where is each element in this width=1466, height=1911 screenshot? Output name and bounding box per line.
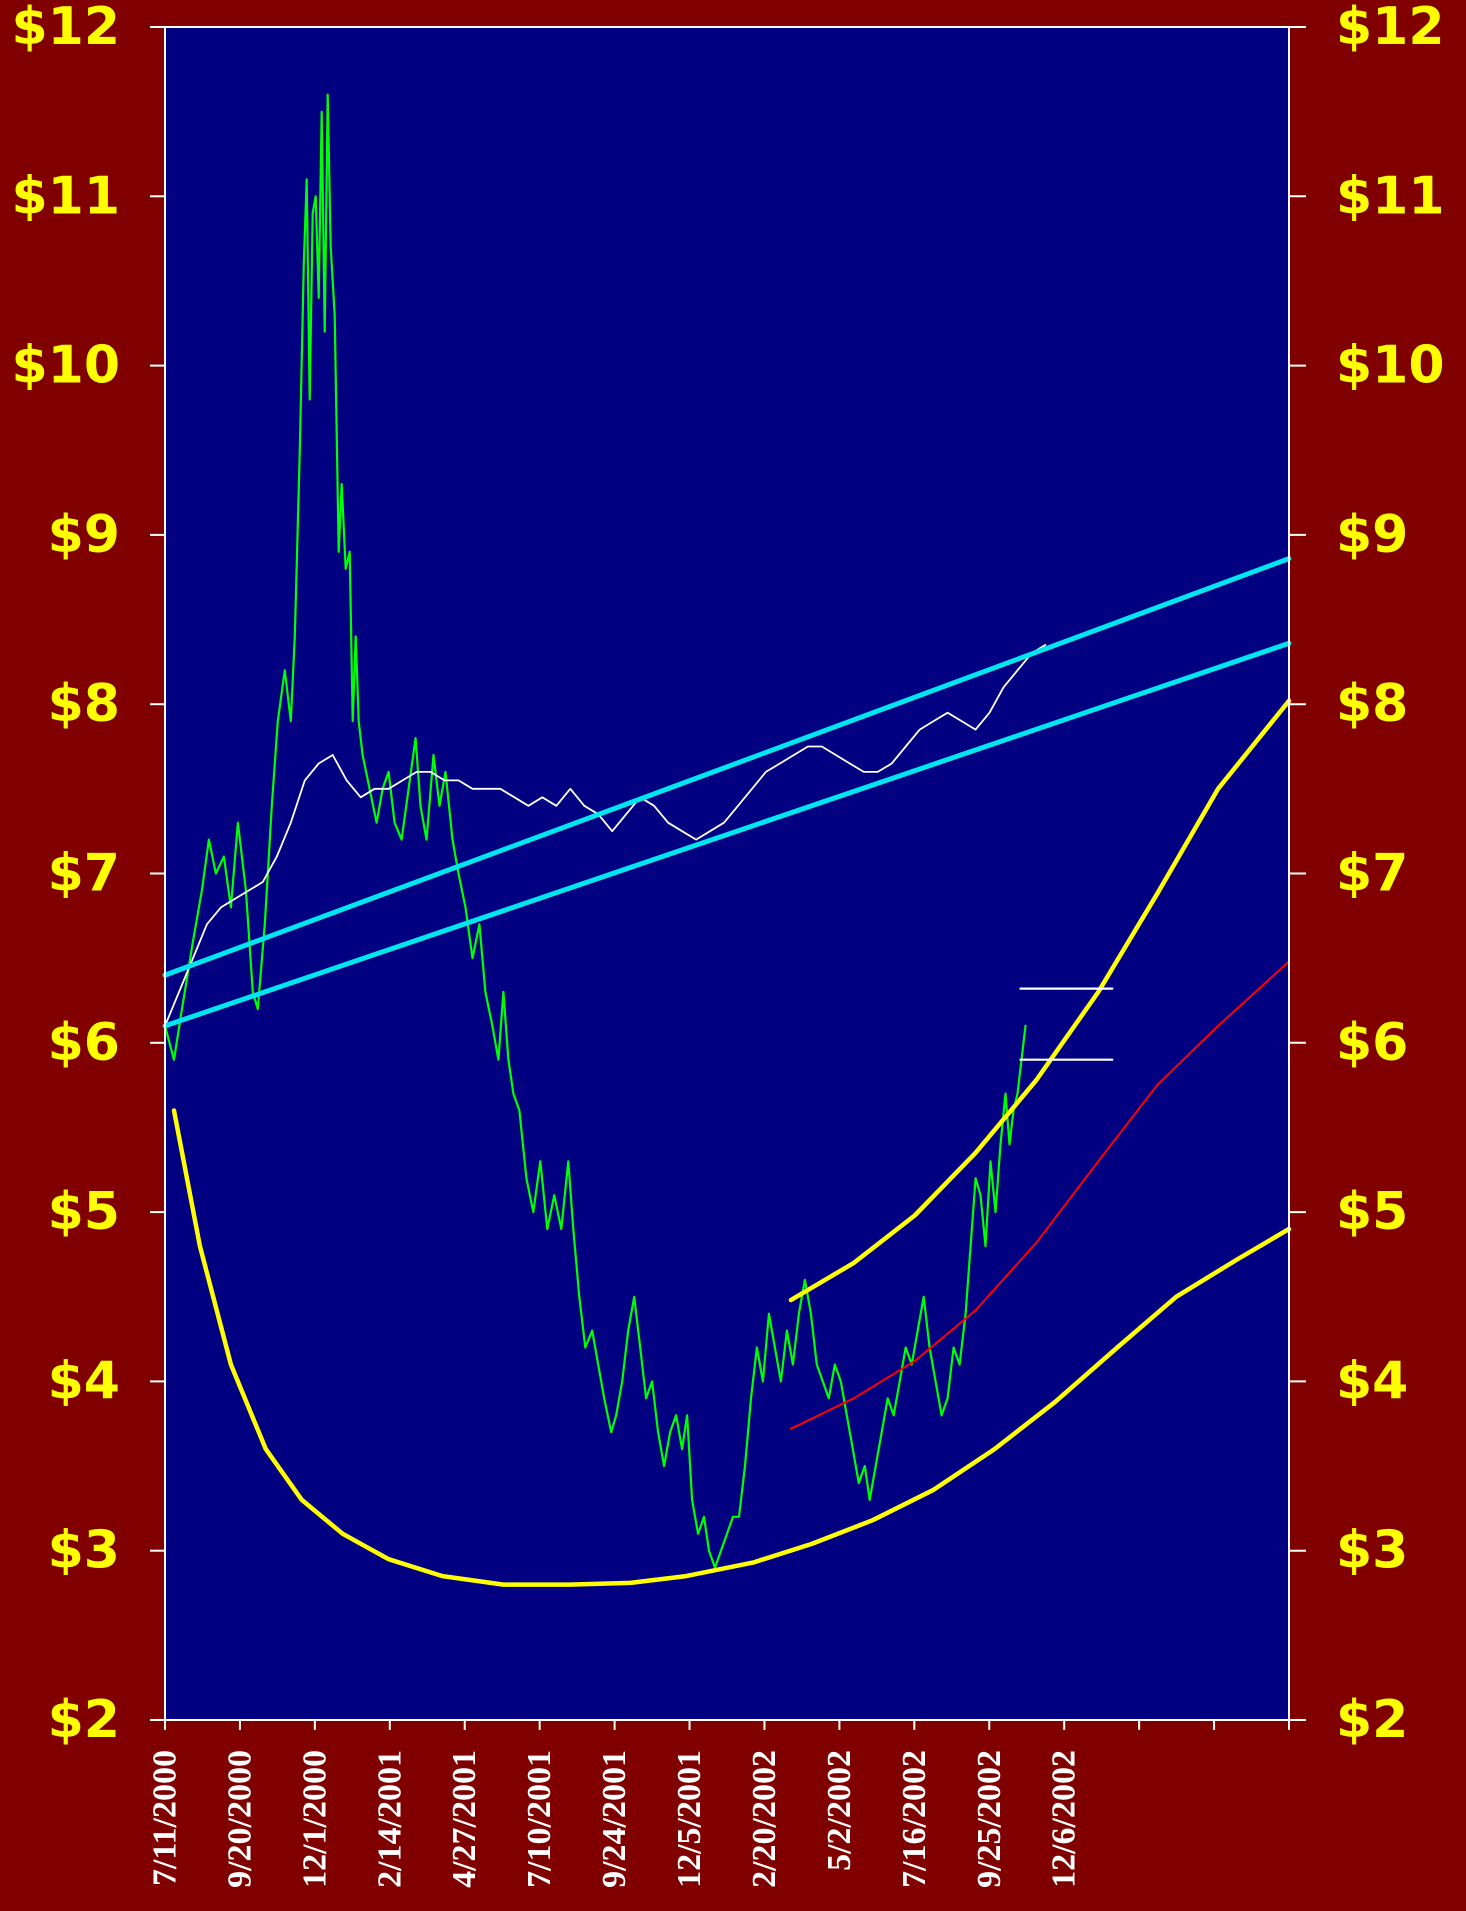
y-tick-label-right: $7 [1336, 844, 1408, 904]
y-tick-label-right: $9 [1336, 505, 1408, 565]
y-tick-label-right: $5 [1336, 1182, 1408, 1242]
x-tick-label: 7/10/2001 [521, 1750, 558, 1888]
trend-line-7 [789, 960, 1290, 1430]
index-line-2 [164, 644, 1047, 1027]
x-tick-label: 12/1/2000 [296, 1750, 333, 1888]
y-tick-label-left: $4 [48, 1351, 120, 1411]
x-tick-label: 5/2/2002 [821, 1750, 858, 1871]
bowl-curve-line-5 [171, 1108, 1292, 1587]
y-tick-label-right: $2 [1336, 1690, 1408, 1750]
y-tick-label-right: $6 [1336, 1013, 1408, 1073]
y-tick-label-left: $12 [11, 0, 120, 57]
bowl-curve-line-6 [788, 698, 1292, 1303]
y-tick-label-left: $9 [48, 505, 120, 565]
y-tick-label-left: $5 [48, 1182, 120, 1242]
y-tick-label-left: $3 [48, 1521, 120, 1581]
x-tick-label: 7/11/2000 [147, 1750, 184, 1886]
x-tick-label: 9/20/2000 [221, 1750, 258, 1888]
plot-area [165, 27, 1289, 1720]
y-tick-label-right: $8 [1336, 674, 1408, 734]
x-tick-label: 9/24/2001 [596, 1750, 633, 1888]
price-line-1 [163, 93, 1027, 1569]
y-tick-label-right: $10 [1336, 336, 1445, 396]
channel-line-4 [162, 640, 1292, 1029]
x-tick-label: 12/5/2001 [671, 1750, 708, 1888]
y-tick-label-right: $3 [1336, 1521, 1408, 1581]
y-tick-label-right: $12 [1336, 0, 1445, 57]
y-tick-label-right: $4 [1336, 1351, 1408, 1411]
y-tick-label-left: $10 [11, 336, 120, 396]
channel-line-3 [162, 556, 1292, 978]
x-tick-label: 12/6/2002 [1046, 1750, 1083, 1888]
x-tick-label: 4/27/2001 [446, 1750, 483, 1888]
y-tick-label-left: $2 [48, 1690, 120, 1750]
x-tick-label: 7/16/2002 [896, 1750, 933, 1888]
x-tick-label: 9/25/2002 [971, 1750, 1008, 1888]
y-tick-label-left: $11 [11, 166, 120, 226]
x-tick-label: 2/14/2001 [371, 1750, 408, 1888]
y-tick-label-left: $7 [48, 844, 120, 904]
x-tick-label: 2/20/2002 [746, 1750, 783, 1888]
axes-layer: $2 $2 $3 $3 $4 $4 $5 $5 $6 $6 $7 $7 $8 $8 $9 $9 $10 $10 $1… [11, 0, 1444, 1888]
series-layer [162, 93, 1292, 1587]
y-tick-label-left: $6 [48, 1013, 120, 1073]
y-tick-label-right: $11 [1336, 166, 1445, 226]
y-tick-label-left: $8 [48, 674, 120, 734]
